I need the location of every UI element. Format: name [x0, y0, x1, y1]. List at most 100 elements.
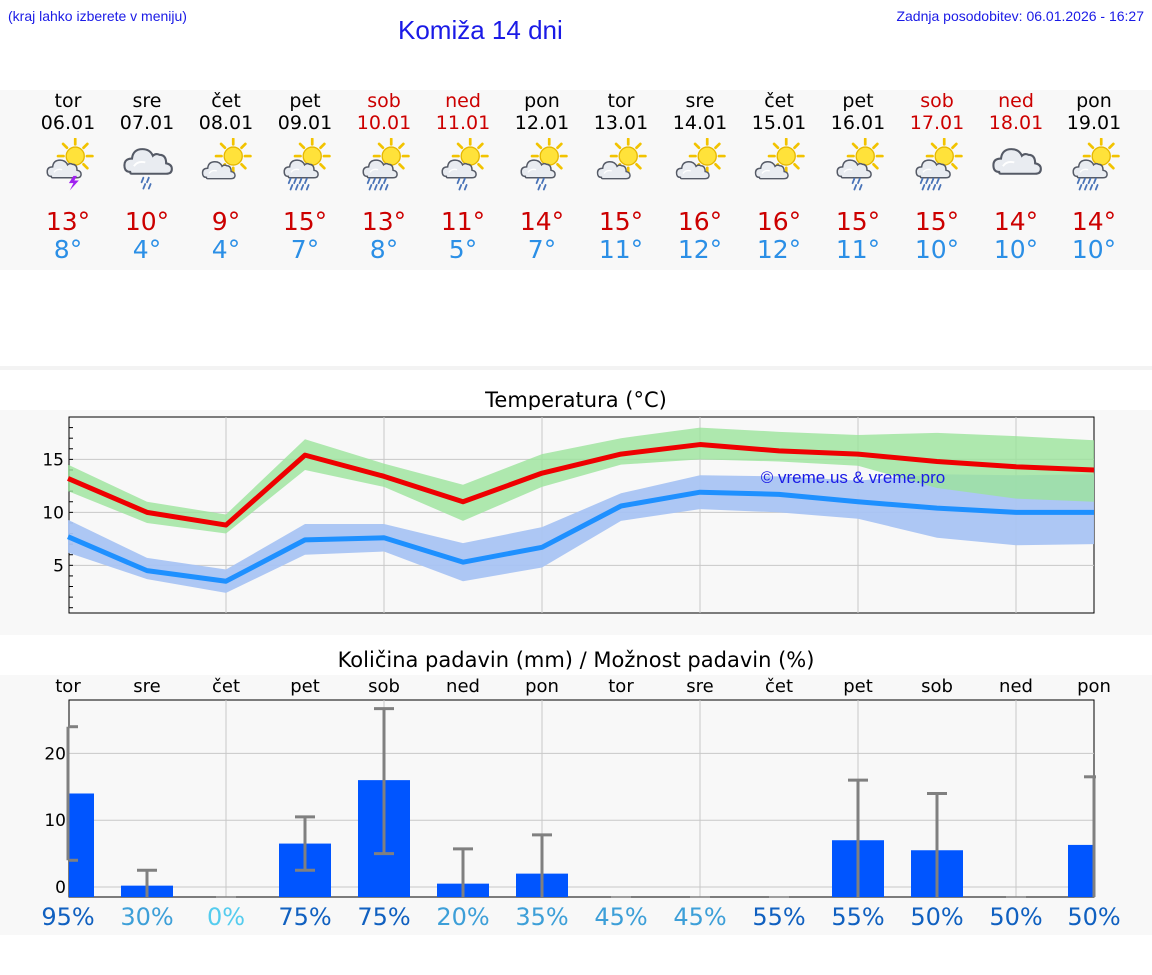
- forecast-day: pon 12.01 14° 7°: [502, 90, 582, 264]
- sun-ray: [219, 142, 227, 150]
- forecast-day: sre 07.01 10° 4°: [107, 90, 187, 264]
- sun-ray: [319, 142, 326, 150]
- day-name: pet: [842, 90, 874, 112]
- cloud-rain-icon: [123, 148, 173, 190]
- forecast-day: sob 17.01 15° 10°: [897, 90, 977, 264]
- x-category-label: tor: [55, 676, 81, 697]
- weather-icon-holder: [1054, 138, 1134, 200]
- day-date: 19.01: [1066, 112, 1122, 134]
- cloud-shape: [362, 159, 398, 179]
- rain-drop: [1078, 184, 1083, 191]
- precipitation-chart-title: Količina padavin (mm) / Možnost padavin …: [337, 648, 815, 672]
- day-name: pon: [524, 90, 560, 112]
- rain-drop: [936, 177, 940, 185]
- weather-icon-holder: [107, 138, 187, 200]
- rain-drop: [1076, 177, 1081, 185]
- sun-disc: [539, 146, 559, 166]
- cloud: [1072, 159, 1108, 179]
- rain-drop: [927, 184, 931, 191]
- day-name: sob: [920, 90, 954, 112]
- sun-disc: [1091, 146, 1111, 166]
- precip-probability: 30%: [120, 903, 174, 931]
- x-category-label: pet: [290, 676, 320, 697]
- rain: [366, 177, 389, 191]
- cloud-shape: [441, 159, 477, 179]
- error-bar: [848, 778, 868, 897]
- y-tick-label: 15: [42, 450, 64, 470]
- day-date: 17.01: [909, 112, 965, 134]
- temp-max: 15°: [835, 207, 881, 236]
- rain-drop: [298, 177, 303, 185]
- rain-drop: [1093, 177, 1097, 185]
- min-temp-band: [68, 474, 1094, 593]
- cloud: [915, 159, 951, 179]
- cloud: [992, 148, 1042, 175]
- temp-min: 10°: [993, 235, 1039, 264]
- rain-drop: [1084, 184, 1088, 191]
- sun-disc: [934, 146, 954, 166]
- cloud-shape: [123, 148, 173, 175]
- rain-drop: [372, 177, 376, 185]
- sun-ray: [635, 163, 642, 170]
- sun: [451, 138, 489, 175]
- sun-ray: [693, 142, 701, 150]
- precip-probability: 45%: [673, 903, 727, 931]
- rain-drop: [542, 184, 547, 191]
- sun: [214, 138, 252, 175]
- temp-max: 15°: [914, 207, 960, 236]
- rain-drop: [857, 177, 861, 185]
- y-tick-label: 10: [42, 503, 64, 523]
- temp-max: 14°: [1071, 207, 1117, 236]
- precip-bar: [69, 793, 94, 897]
- sun-ray: [635, 142, 642, 150]
- sun-cloud-icon: [201, 138, 252, 180]
- y-tick-label: 20: [44, 744, 66, 764]
- cloud-highlight: [843, 168, 853, 173]
- region-hint-link[interactable]: (kraj lahko izberete v meniju): [8, 8, 187, 24]
- temp-max: 13°: [45, 207, 91, 236]
- temp-max: 14°: [993, 207, 1039, 236]
- rain-drop: [937, 184, 942, 191]
- cloud-shape: [836, 159, 872, 179]
- temp-min: 10°: [1071, 235, 1117, 264]
- forecast-day: pet 09.01 15° 7°: [265, 90, 345, 264]
- weather-icon-holder: [897, 138, 977, 200]
- cloud-icon: [992, 148, 1042, 175]
- x-category-label: pon: [1077, 676, 1111, 697]
- forecast-day: pet 16.01 15° 11°: [818, 90, 898, 264]
- sun-cloud-icon: [675, 138, 726, 180]
- weather-icon-holder: [660, 138, 740, 200]
- day-name: pet: [289, 90, 321, 112]
- cloud-highlight: [1002, 160, 1015, 167]
- precip-probability: 45%: [594, 903, 648, 931]
- sun-ray: [456, 142, 464, 150]
- temp-max: 13°: [361, 207, 407, 236]
- sun: [609, 138, 647, 175]
- page-title: Komiža 14 dni: [398, 15, 563, 45]
- sun-ray: [398, 142, 405, 150]
- precip-probability: 55%: [752, 903, 806, 931]
- forecast-day: pon 19.01 14° 10°: [1054, 90, 1134, 264]
- rain-drop: [858, 184, 863, 191]
- sun-disc: [381, 146, 401, 166]
- cloud: [754, 161, 789, 180]
- sun-disc: [697, 146, 717, 166]
- sun-cloud-icon: [596, 138, 647, 180]
- day-date: 15.01: [751, 112, 807, 134]
- sun-ray: [477, 142, 484, 150]
- weather-icon-holder: [502, 138, 582, 200]
- sun-cloud-thunder-icon: [46, 138, 94, 191]
- temp-min: 8°: [53, 235, 83, 264]
- cloud-highlight: [922, 168, 932, 173]
- weather-icon-holder: [423, 138, 503, 200]
- day-date: 06.01: [40, 112, 96, 134]
- rain-drop: [932, 184, 937, 191]
- cloud: [123, 148, 173, 175]
- error-bar: [137, 868, 157, 897]
- day-name: ned: [445, 90, 481, 112]
- error-bar: [1084, 775, 1096, 897]
- y-tick-label: 0: [55, 878, 66, 898]
- temp-min: 8°: [369, 235, 399, 264]
- x-category-label: pon: [525, 676, 559, 697]
- rain: [1076, 177, 1099, 191]
